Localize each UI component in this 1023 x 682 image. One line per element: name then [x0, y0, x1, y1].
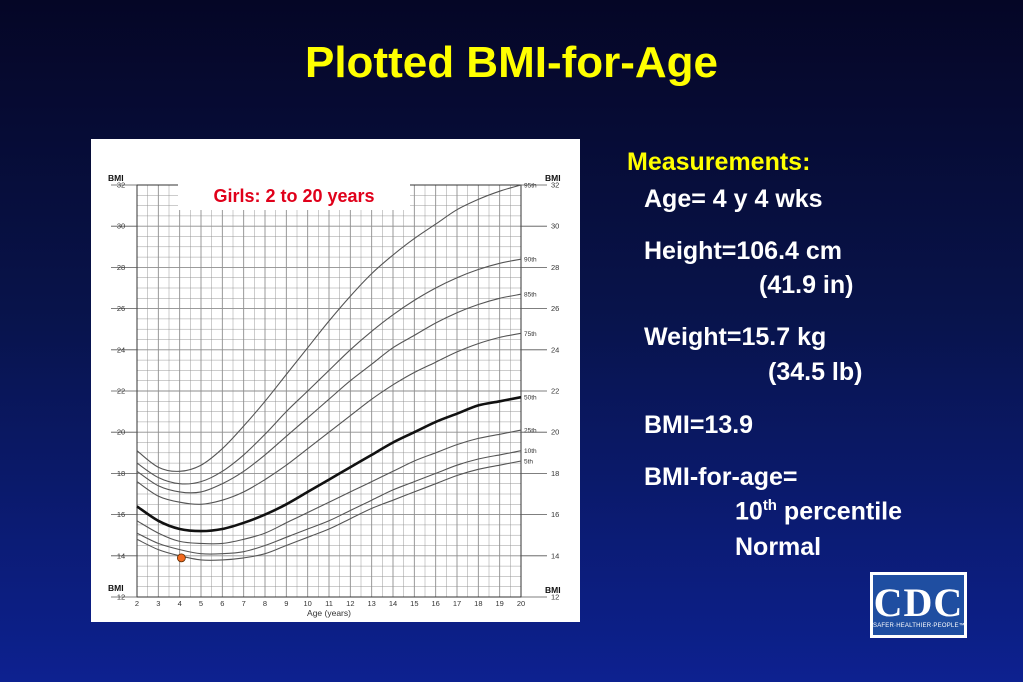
- bmi-label-top-right: BMI: [545, 173, 561, 183]
- cdc-logo: CDC SAFER·HEALTHIER·PEOPLE™: [870, 572, 967, 638]
- measurement-category: Normal: [735, 533, 822, 561]
- chart-subtitle-box: [178, 182, 410, 210]
- x-tick-label: 13: [367, 599, 375, 608]
- percentile-curve-50th: [136, 395, 522, 533]
- y-tick-label-right: 28: [551, 263, 559, 272]
- x-tick-label: 12: [346, 599, 354, 608]
- x-tick-label: 19: [495, 599, 503, 608]
- label-layer: BMI BMI BMI BMI 95th 90th 85th 75th 50th 25th 10th…: [108, 173, 561, 595]
- y-tick-label-right: 24: [551, 345, 559, 354]
- cdc-logo-text: CDC: [873, 580, 964, 625]
- cdc-logo-tagline: SAFER·HEALTHIER·PEOPLE™: [873, 623, 965, 629]
- percentile-label-95th: 95th: [524, 183, 537, 190]
- x-tick-label: 2: [135, 599, 139, 608]
- percentile-label-75th: 75th: [524, 331, 537, 338]
- measurement-height: Height=106.4 cm: [644, 237, 843, 265]
- percentile-curve-95th: [136, 184, 522, 472]
- measurement-weight-pounds: (34.5 lb): [768, 358, 863, 386]
- bmi-label-bottom-right: BMI: [545, 585, 561, 595]
- slide-title: Plotted BMI-for-Age: [304, 38, 719, 87]
- measurement-age: Age= 4 y 4 wks: [644, 185, 823, 213]
- percentile-word: percentile: [776, 497, 903, 526]
- y-tick-label-right: 12: [551, 593, 559, 602]
- point-layer: [176, 553, 186, 563]
- y-tick-label-left: 32: [117, 181, 125, 190]
- x-tick-label: 4: [178, 599, 182, 608]
- x-tick-label: 20: [517, 599, 525, 608]
- percentile-curve-25th: [136, 429, 522, 545]
- y-tick-label-right: 18: [551, 469, 559, 478]
- y-tick-label-left: 26: [117, 304, 125, 313]
- measurement-bmi: BMI=13.9: [644, 411, 754, 439]
- percentile-suffix: th: [762, 497, 777, 514]
- bmi-chart-panel: 12 12 14 14 16 16 18 18 20 20 22 22 24 24 26 26 28 28 30 30…: [91, 139, 580, 622]
- y-tick-label-left: 12: [117, 593, 125, 602]
- x-tick-label: 5: [199, 599, 203, 608]
- y-tick-label-left: 24: [117, 345, 125, 354]
- x-axis-label: Age (years): [307, 608, 351, 618]
- x-tick-label: 8: [263, 599, 267, 608]
- x-tick-label: 11: [325, 599, 333, 608]
- y-tick-label-right: 32: [551, 181, 559, 190]
- x-tick-label: 3: [156, 599, 160, 608]
- x-tick-label: 16: [431, 599, 439, 608]
- y-tick-label-right: 26: [551, 304, 559, 313]
- measurement-bmi-for-age: BMI-for-age=: [644, 463, 798, 491]
- percentile-curve-85th: [136, 293, 522, 494]
- y-tick-label-left: 30: [117, 222, 125, 231]
- chart-subtitle: Girls: 2 to 20 years: [213, 186, 374, 206]
- y-tick-label-right: 22: [551, 387, 559, 396]
- percentile-label-5th: 5th: [524, 459, 533, 466]
- measurement-weight: Weight=15.7 kg: [644, 323, 827, 351]
- x-tick-label: 7: [242, 599, 246, 608]
- percentile-label-85th: 85th: [524, 292, 537, 299]
- percentile-curve-10th: [136, 450, 522, 555]
- percentile-label-10th: 10th: [524, 448, 537, 455]
- x-tick-label: 9: [284, 599, 288, 608]
- series-layer: [136, 184, 522, 561]
- cdc-logo-panel: CDC SAFER·HEALTHIER·PEOPLE™: [873, 575, 965, 635]
- y-tick-label-left: 14: [117, 551, 125, 560]
- x-tick-label: 15: [410, 599, 418, 608]
- measurements-heading: Measurements:: [627, 148, 811, 176]
- y-tick-label-left: 28: [117, 263, 125, 272]
- bmi-label-bottom-left: BMI: [108, 583, 124, 593]
- y-tick-label-left: 22: [117, 387, 125, 396]
- y-tick-label-left: 20: [117, 428, 125, 437]
- x-tick-label: 18: [474, 599, 482, 608]
- bmi-label-top-left: BMI: [108, 173, 124, 183]
- x-tick-label: 14: [389, 599, 397, 608]
- y-tick-label-left: 18: [117, 469, 125, 478]
- x-tick-label: 10: [303, 599, 311, 608]
- y-tick-label-right: 20: [551, 428, 559, 437]
- measurement-height-inches: (41.9 in): [759, 271, 854, 299]
- y-tick-label-right: 30: [551, 222, 559, 231]
- percentile-number: 10: [735, 497, 763, 526]
- percentile-curve-90th: [136, 258, 522, 485]
- percentile-curve-5th: [136, 460, 522, 561]
- percentile-label-50th: 50th: [524, 395, 537, 402]
- y-tick-label-right: 16: [551, 510, 559, 519]
- y-tick-label-right: 14: [551, 551, 559, 560]
- percentile-label-90th: 90th: [524, 257, 537, 264]
- plotted-bmi-point: [176, 553, 186, 563]
- grid-layer: [136, 184, 522, 598]
- percentile-curve-75th: [136, 332, 522, 505]
- x-tick-label: 6: [220, 599, 224, 608]
- percentile-label-25th: 25th: [524, 428, 537, 435]
- x-tick-label: 17: [453, 599, 461, 608]
- measurement-percentile: 10th percentile: [735, 497, 902, 526]
- y-tick-label-left: 16: [117, 510, 125, 519]
